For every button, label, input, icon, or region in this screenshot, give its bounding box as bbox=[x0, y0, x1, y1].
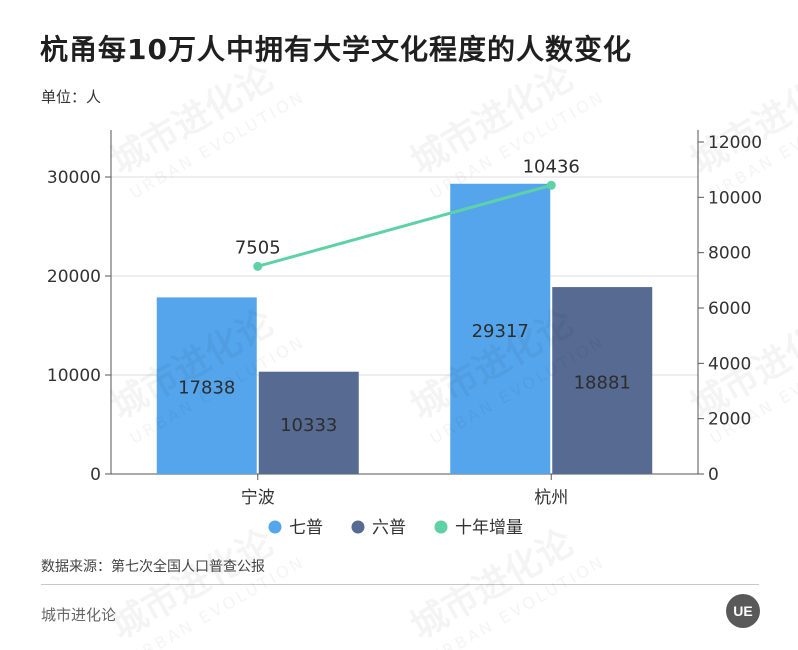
growth-point-宁波 bbox=[253, 261, 263, 271]
legend-label-七普: 七普 bbox=[289, 518, 323, 538]
left-tick-label-0: 0 bbox=[90, 465, 101, 485]
brand-name: 城市进化论 bbox=[41, 606, 117, 624]
growth-value-label-宁波: 7505 bbox=[235, 237, 281, 258]
left-tick-label-3: 30000 bbox=[47, 168, 101, 188]
bar-value-label-六普-宁波: 10333 bbox=[280, 415, 337, 436]
bar-六普-杭州 bbox=[552, 287, 653, 474]
legend-marker-十年增量 bbox=[434, 520, 448, 534]
bar-七普-宁波 bbox=[156, 297, 257, 474]
growth-line bbox=[257, 183, 552, 268]
legend-marker-六普 bbox=[351, 520, 365, 534]
legend-label-十年增量: 十年增量 bbox=[455, 518, 523, 538]
bar-value-label-七普-宁波: 17838 bbox=[178, 378, 235, 399]
x-tick-label-1: 杭州 bbox=[534, 488, 568, 508]
left-tick-label-1: 10000 bbox=[47, 366, 101, 386]
growth-value-label-杭州: 10436 bbox=[523, 156, 580, 177]
legend-marker-七普 bbox=[268, 520, 282, 534]
left-tick-label-2: 20000 bbox=[47, 267, 101, 287]
right-tick-label-4: 8000 bbox=[708, 244, 751, 264]
bar-value-label-七普-杭州: 29317 bbox=[472, 321, 529, 342]
unit-label: 单位：人 bbox=[41, 88, 102, 106]
bar-七普-杭州 bbox=[450, 183, 551, 474]
right-tick-label-3: 6000 bbox=[708, 299, 751, 319]
x-tick-label-0: 宁波 bbox=[241, 488, 275, 508]
data-source: 数据来源：第七次全国人口普查公报 bbox=[41, 559, 265, 575]
legend-label-六普: 六普 bbox=[372, 518, 406, 538]
right-tick-label-6: 12000 bbox=[708, 133, 762, 153]
chart-title: 杭甬每10万人中拥有大学文化程度的人数变化 bbox=[40, 33, 632, 66]
right-tick-label-1: 2000 bbox=[708, 410, 751, 430]
growth-point-杭州 bbox=[546, 180, 556, 190]
footer-divider bbox=[41, 584, 759, 585]
right-tick-label-2: 4000 bbox=[708, 354, 751, 374]
combo-chart: 0 10000 20000 30000 0 2000 4000 6000 8000 10000 12… bbox=[47, 130, 762, 538]
right-tick-label-0: 0 bbox=[708, 465, 719, 485]
bar-value-label-六普-杭州: 18881 bbox=[574, 373, 631, 394]
bar-六普-宁波 bbox=[258, 371, 359, 474]
brand-logo: UE bbox=[726, 594, 760, 628]
svg-text:URBAN EVOLUTION: URBAN EVOLUTION bbox=[427, 552, 609, 650]
right-tick-label-5: 10000 bbox=[708, 188, 762, 208]
